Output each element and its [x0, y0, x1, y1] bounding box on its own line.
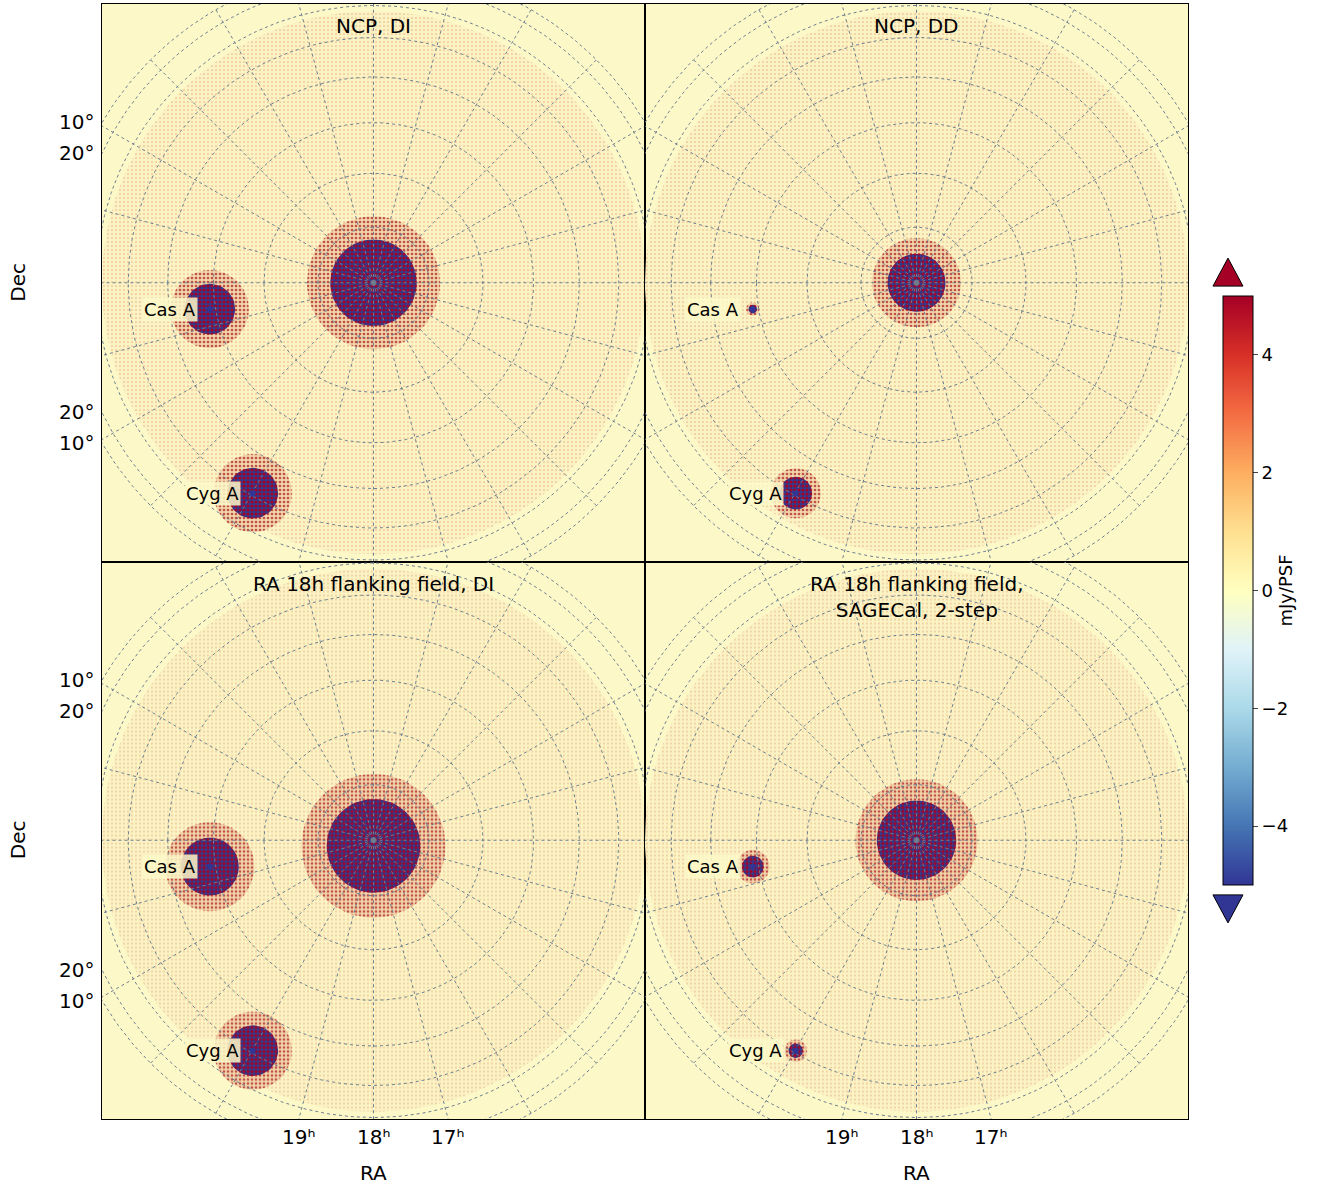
svg-text:4: 4 — [1262, 344, 1273, 365]
svg-text:10°: 10° — [59, 110, 94, 134]
svg-text:Dec: Dec — [6, 821, 30, 860]
svg-text:19ʰ: 19ʰ — [282, 1125, 316, 1149]
svg-text:mJy/PSF: mJy/PSF — [1275, 554, 1296, 626]
svg-text:10°: 10° — [59, 431, 94, 455]
svg-text:10°: 10° — [59, 989, 94, 1013]
svg-text:Cyg A: Cyg A — [186, 1040, 239, 1061]
svg-text:18ʰ: 18ʰ — [357, 1125, 391, 1149]
svg-text:20°: 20° — [59, 699, 94, 723]
svg-text:RA: RA — [903, 1161, 930, 1185]
svg-text:Cas A: Cas A — [687, 299, 739, 320]
svg-text:Cyg A: Cyg A — [729, 483, 782, 504]
svg-text:17ʰ: 17ʰ — [974, 1125, 1008, 1149]
svg-text:NCP, DI: NCP, DI — [336, 14, 411, 38]
svg-text:RA 18h flanking field,SAGECal,: RA 18h flanking field,SAGECal, 2-step — [810, 572, 1024, 622]
svg-text:Dec: Dec — [6, 263, 30, 302]
svg-text:NCP, DD: NCP, DD — [874, 14, 959, 38]
svg-text:−4: −4 — [1262, 815, 1289, 836]
svg-text:10°: 10° — [59, 668, 94, 692]
svg-text:18ʰ: 18ʰ — [900, 1125, 934, 1149]
svg-text:20°: 20° — [59, 141, 94, 165]
svg-text:20°: 20° — [59, 958, 94, 982]
svg-text:Cyg A: Cyg A — [186, 483, 239, 504]
svg-text:−2: −2 — [1262, 698, 1289, 719]
svg-text:RA 18h flanking field, DI: RA 18h flanking field, DI — [253, 572, 494, 596]
svg-text:Cas A: Cas A — [144, 299, 196, 320]
svg-text:RA: RA — [360, 1161, 387, 1185]
svg-text:2: 2 — [1262, 462, 1273, 483]
svg-text:Cyg A: Cyg A — [729, 1040, 782, 1061]
svg-text:20°: 20° — [59, 400, 94, 424]
svg-text:17ʰ: 17ʰ — [431, 1125, 465, 1149]
svg-text:Cas A: Cas A — [687, 856, 739, 877]
svg-text:19ʰ: 19ʰ — [825, 1125, 859, 1149]
svg-text:0: 0 — [1262, 580, 1273, 601]
svg-text:Cas A: Cas A — [144, 856, 196, 877]
